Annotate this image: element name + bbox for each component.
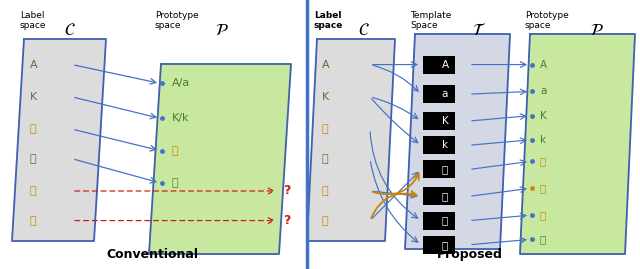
FancyBboxPatch shape (423, 136, 455, 154)
Text: space: space (314, 21, 344, 30)
Text: Template: Template (410, 11, 451, 20)
Polygon shape (520, 34, 635, 254)
Text: く: く (540, 156, 547, 167)
Text: 作: 作 (30, 154, 36, 164)
FancyBboxPatch shape (423, 212, 455, 229)
Text: a: a (540, 86, 547, 97)
Text: を: を (442, 191, 448, 201)
Polygon shape (149, 64, 291, 254)
Text: K: K (30, 92, 37, 102)
FancyBboxPatch shape (423, 236, 455, 254)
Text: 作: 作 (442, 240, 448, 250)
Text: Label: Label (314, 11, 342, 20)
FancyBboxPatch shape (423, 85, 455, 103)
Text: k: k (442, 140, 448, 150)
Text: K/k: K/k (172, 113, 189, 123)
Polygon shape (307, 39, 395, 241)
Text: 除: 除 (322, 124, 328, 134)
Text: a: a (442, 89, 448, 99)
Text: 除: 除 (442, 215, 448, 226)
Text: A/a: A/a (172, 78, 190, 89)
Polygon shape (405, 34, 510, 249)
Text: K: K (442, 116, 449, 126)
Text: 除: 除 (172, 146, 179, 156)
Text: A: A (322, 59, 330, 70)
Text: く: く (442, 164, 448, 175)
Text: 作: 作 (322, 154, 328, 164)
Text: k: k (540, 135, 546, 145)
Text: を: を (30, 186, 36, 196)
Text: Prototype: Prototype (155, 11, 199, 20)
Text: く: く (30, 215, 36, 226)
Text: Space: Space (410, 21, 438, 30)
FancyBboxPatch shape (423, 187, 455, 205)
Text: $\mathcal{P}$: $\mathcal{P}$ (215, 21, 228, 39)
Text: A: A (540, 59, 547, 70)
Text: を: を (322, 186, 328, 196)
Text: 作: 作 (540, 234, 547, 245)
Text: space: space (525, 21, 552, 30)
FancyBboxPatch shape (423, 161, 455, 178)
Text: 除: 除 (540, 210, 547, 220)
Text: $\mathcal{C}$: $\mathcal{C}$ (64, 21, 76, 39)
Text: Proposed: Proposed (437, 248, 503, 261)
Text: K: K (322, 92, 329, 102)
Polygon shape (12, 39, 106, 241)
Text: を: を (540, 183, 547, 193)
Text: space: space (155, 21, 182, 30)
Text: Conventional: Conventional (106, 248, 198, 261)
Text: ?: ? (283, 214, 291, 227)
Text: $\mathcal{T}$: $\mathcal{T}$ (472, 21, 486, 39)
Text: A: A (442, 59, 449, 70)
Text: space: space (20, 21, 47, 30)
Text: ?: ? (283, 185, 291, 197)
Text: K: K (540, 111, 547, 121)
Text: Prototype: Prototype (525, 11, 569, 20)
Text: 除: 除 (30, 124, 36, 134)
Text: $\mathcal{P}$: $\mathcal{P}$ (590, 21, 604, 39)
Text: Label: Label (20, 11, 45, 20)
Text: 作: 作 (172, 178, 179, 188)
Text: く: く (322, 215, 328, 226)
Text: A: A (30, 59, 38, 70)
FancyBboxPatch shape (423, 56, 455, 73)
Text: $\mathcal{C}$: $\mathcal{C}$ (358, 21, 370, 39)
FancyBboxPatch shape (423, 112, 455, 130)
